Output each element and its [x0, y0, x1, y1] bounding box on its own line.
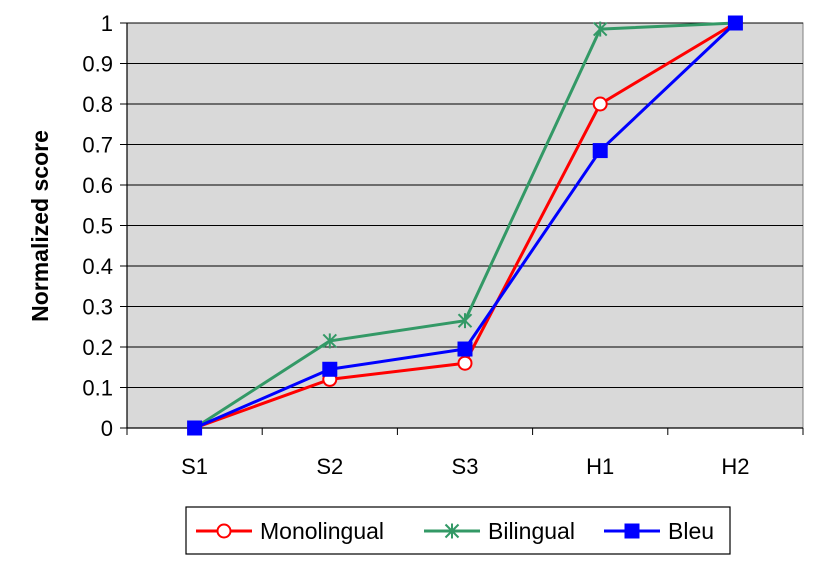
y-tick-label: 0.3 [82, 295, 113, 320]
legend-label: Bilingual [488, 518, 575, 544]
y-tick-label: 0 [101, 416, 113, 441]
legend-entry: Bleu [604, 518, 714, 544]
x-tick-label: S3 [452, 454, 479, 479]
y-tick-label: 0.2 [82, 335, 113, 360]
x-tick-label: H1 [586, 454, 614, 479]
data-point [457, 313, 473, 329]
y-axis-title: Normalized score [27, 130, 53, 322]
legend-entry: Bilingual [424, 518, 575, 544]
gridlines [127, 22, 803, 388]
data-point [322, 361, 338, 377]
data-point [322, 333, 338, 349]
data-point [727, 15, 743, 31]
legend-label: Monolingual [260, 518, 384, 544]
legend-items: Monolingual Bilingual Bleu [196, 518, 714, 544]
x-tick-label: H2 [721, 454, 749, 479]
x-axis-ticks: S1 S2 S3 H1 H2 [126, 428, 804, 479]
legend-entry: Monolingual [196, 518, 384, 544]
data-point [592, 21, 608, 37]
legend-marker [216, 523, 232, 539]
y-tick-label: 0.4 [82, 254, 113, 279]
legend-label: Bleu [668, 518, 714, 544]
legend: Monolingual Bilingual Bleu [185, 506, 731, 555]
x-tick-label: S2 [316, 454, 343, 479]
series-bleu [187, 15, 743, 436]
y-tick-label: 0.9 [82, 52, 113, 77]
data-point [457, 341, 473, 357]
data-point [457, 355, 473, 371]
y-axis-ticks: 0 0.1 0.2 0.3 0.4 0.5 0.6 0.7 0.8 0.9 1 [82, 11, 127, 441]
x-tick-label: S1 [181, 454, 208, 479]
legend-marker [624, 523, 640, 539]
series-layer [187, 15, 743, 436]
y-tick-label: 0.8 [82, 92, 113, 117]
data-point [592, 96, 608, 112]
y-tick-label: 0.7 [82, 133, 113, 158]
y-tick-label: 0.6 [82, 173, 113, 198]
data-point [592, 143, 608, 159]
y-tick-label: 0.5 [82, 214, 113, 239]
y-tick-label: 1 [101, 11, 113, 36]
legend-marker [444, 523, 460, 539]
y-tick-label: 0.1 [82, 376, 113, 401]
data-point [187, 420, 203, 436]
